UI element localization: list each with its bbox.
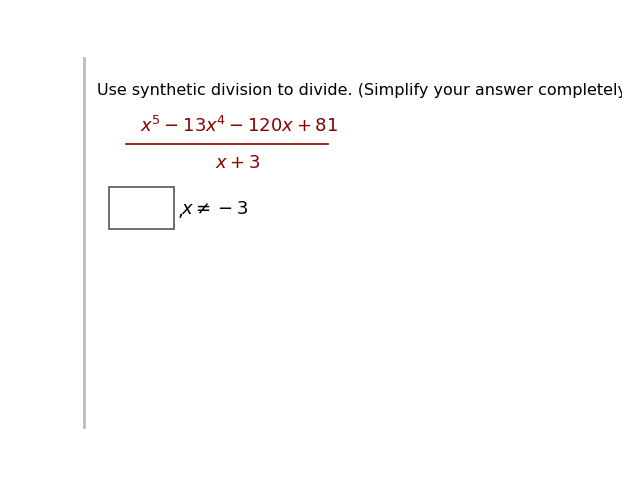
Text: $\mathit{x} \neq -3$: $\mathit{x} \neq -3$ xyxy=(182,200,249,218)
Text: Use synthetic division to divide. (Simplify your answer completely.): Use synthetic division to divide. (Simpl… xyxy=(97,84,622,98)
Text: ,: , xyxy=(178,202,183,220)
Text: $\mathit{x} + \mathit{3}$: $\mathit{x} + \mathit{3}$ xyxy=(215,154,261,172)
FancyBboxPatch shape xyxy=(109,187,174,229)
Text: $\mathit{x}^{\mathit{5}} - \mathit{13x}^{\mathit{4}} - \mathit{120x} + \mathit{8: $\mathit{x}^{\mathit{5}} - \mathit{13x}^… xyxy=(141,116,338,136)
